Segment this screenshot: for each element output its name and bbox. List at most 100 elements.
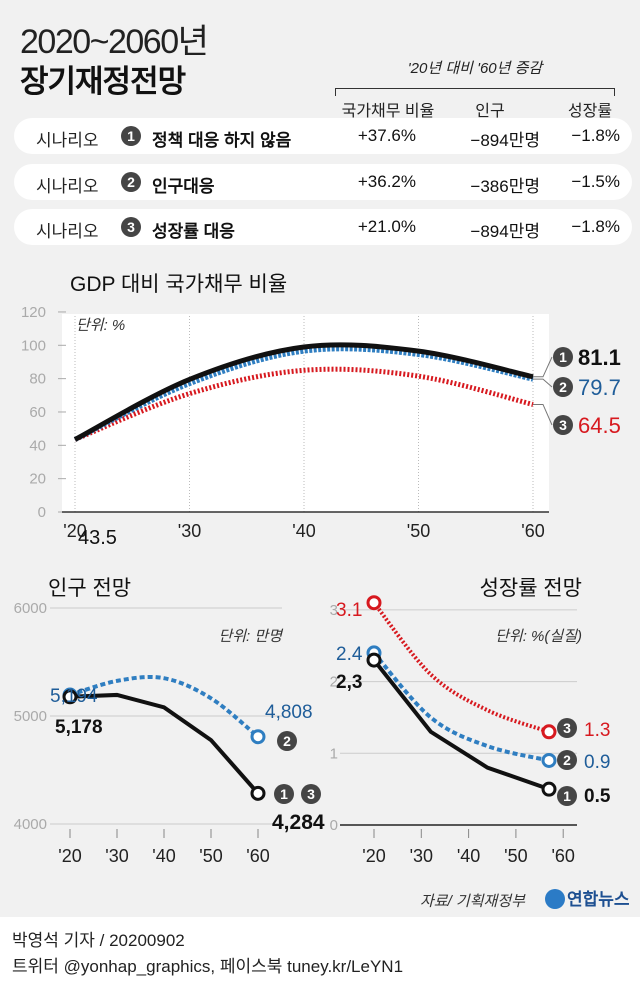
x-tick-label: '60	[246, 846, 269, 866]
debt-change: +36.2%	[357, 172, 416, 191]
scenario-prefix: 시나리오	[36, 131, 99, 150]
badge-1	[557, 786, 577, 806]
start-value-label: 43.5	[78, 527, 117, 549]
x-tick-label: '30	[410, 846, 433, 866]
x-tick-label: '40	[292, 521, 315, 541]
end-value-label: 4,284	[272, 811, 325, 834]
y-tick-label: 6000	[14, 600, 47, 617]
logo-mark-icon	[545, 889, 565, 909]
x-tick-label: '20	[362, 846, 385, 866]
data-marker	[366, 652, 382, 668]
x-tick-label: '60	[521, 521, 544, 541]
leader-line	[533, 378, 553, 388]
y-tick-label: 2	[330, 674, 338, 691]
x-tick-label: '50	[199, 846, 222, 866]
series-line-3	[74, 366, 534, 442]
bracket-divider	[335, 88, 615, 96]
series-line-1	[372, 658, 550, 792]
col-header-debt: 국가채무 비율	[341, 103, 435, 120]
page-title: 장기재정전망	[20, 64, 186, 99]
end-value-label: 79.7	[578, 375, 621, 400]
end-value-label: 64.5	[578, 413, 621, 438]
y-tick-label: 120	[21, 304, 46, 321]
x-tick-label: '60	[551, 846, 574, 866]
population-change: −894만명	[470, 131, 540, 150]
badge-2	[553, 377, 573, 397]
y-tick-label: 40	[29, 437, 46, 454]
population-change: −894만명	[470, 222, 540, 241]
byline: 박영석 기자 / 20200902	[12, 931, 185, 950]
y-tick-label: 4000	[14, 816, 47, 833]
scenario-name: 인구대응	[152, 177, 215, 196]
start-value-label: 5,178	[55, 717, 103, 738]
scenario-prefix: 시나리오	[36, 177, 99, 196]
col-header-population: 인구	[475, 103, 505, 120]
unit-label: 단위: %(실질)	[495, 628, 582, 645]
x-tick-label: '30	[105, 846, 128, 866]
source-note: 자료/ 기획재정부	[420, 893, 525, 910]
badge-3	[553, 415, 573, 435]
x-tick-label: '20	[63, 521, 86, 541]
badge-3-number: 3	[563, 720, 571, 736]
y-tick-label: 100	[21, 337, 46, 354]
scenario-prefix: 시나리오	[36, 222, 99, 241]
col-header-growth: 성장률	[567, 103, 613, 120]
series-line	[69, 675, 260, 739]
data-marker	[250, 785, 266, 801]
series-line	[69, 692, 260, 795]
end-value-label: 1.3	[584, 720, 610, 741]
y-tick-label: 5000	[14, 708, 47, 725]
badge-2: 2	[121, 172, 141, 192]
data-marker	[541, 752, 557, 768]
badge-1: 1	[121, 126, 141, 146]
growth-change: −1.5%	[571, 172, 620, 191]
x-tick-label: '50	[407, 521, 430, 541]
y-tick-label: 1	[330, 745, 338, 762]
badge-3-number: 3	[307, 786, 315, 802]
badge-2	[557, 750, 577, 770]
data-marker	[541, 781, 557, 797]
y-tick-label: 20	[29, 471, 46, 488]
scenario-row-1: 시나리오 1 정책 대응 하지 않음 +37.6% −894만명 −1.8%	[14, 118, 632, 154]
yonhap-logo: 연합뉴스	[545, 885, 630, 910]
x-tick-label: '20	[58, 846, 81, 866]
badge-3	[557, 718, 577, 738]
badge-1-number: 1	[559, 349, 567, 365]
comparison-label: '20년 대비 '60년 증감	[407, 60, 543, 77]
y-tick-label: 0	[330, 817, 338, 834]
end-value-label: 81.1	[578, 345, 621, 370]
series-line-1	[73, 342, 534, 442]
end-value-label: 0.9	[584, 752, 610, 773]
y-tick-label: 3	[330, 602, 338, 619]
debt-change: +37.6%	[357, 126, 416, 145]
x-tick-label: '30	[178, 521, 201, 541]
end-value-label: 4,808	[265, 702, 313, 723]
badge-1	[274, 784, 294, 804]
x-tick-label: '40	[457, 846, 480, 866]
debt-chart-title: GDP 대비 국가채무 비율	[70, 273, 288, 296]
badge-3: 3	[121, 217, 141, 237]
logo-text: 연합뉴스	[567, 890, 630, 909]
x-tick-label: '50	[504, 846, 527, 866]
population-chart-title: 인구 전망	[48, 577, 132, 600]
badge-2-number: 2	[559, 379, 567, 395]
population-change: −386만명	[470, 177, 540, 196]
badge-3	[301, 784, 321, 804]
y-tick-label: 0	[38, 504, 46, 521]
badge-1-number: 1	[563, 788, 571, 804]
growth-change: −1.8%	[571, 217, 620, 236]
x-tick-label: '40	[152, 846, 175, 866]
badge-2-number: 2	[283, 733, 291, 749]
start-value-label: 2.4	[336, 644, 363, 665]
y-tick-label: 80	[29, 371, 46, 388]
growth-chart-title: 성장률 전망	[479, 577, 582, 600]
series-line-2	[372, 651, 550, 763]
scenario-row-3: 시나리오 3 성장률 대응 +21.0% −894만명 −1.8%	[14, 209, 632, 245]
leader-line	[533, 403, 553, 426]
start-value-label: 2,3	[336, 672, 362, 693]
end-value-label: 0.5	[584, 786, 611, 807]
debt-change: +21.0%	[357, 217, 416, 236]
scenario-name: 성장률 대응	[152, 222, 235, 241]
data-marker	[250, 729, 266, 745]
